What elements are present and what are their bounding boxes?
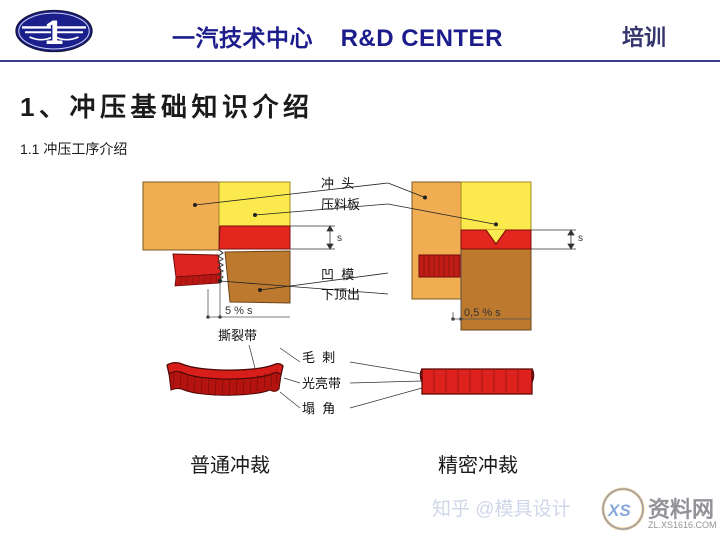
svg-text:精密冲裁: 精密冲裁 bbox=[438, 454, 518, 477]
